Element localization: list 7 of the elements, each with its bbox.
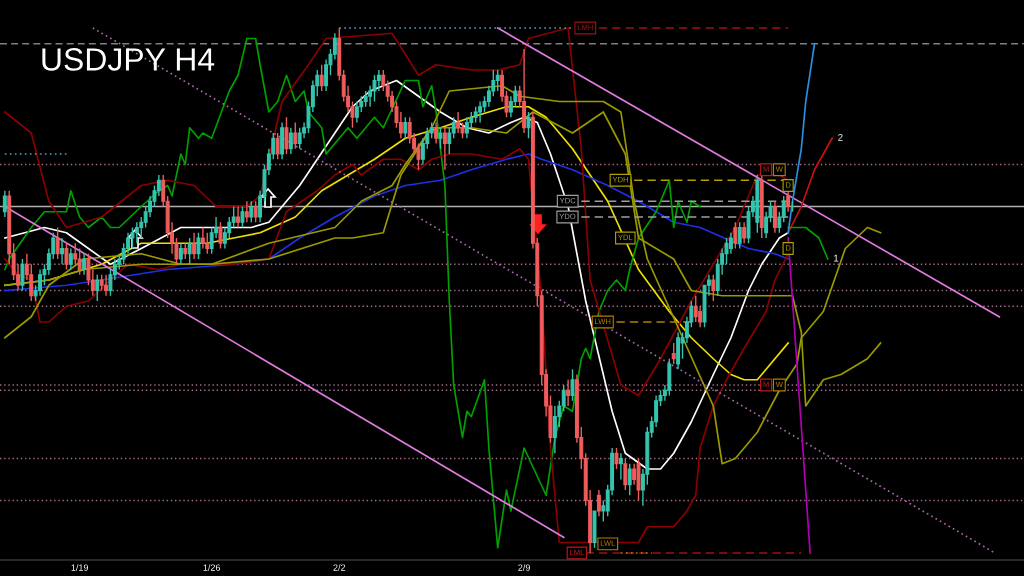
x-tick-label: 1/26: [203, 564, 221, 571]
x-tick-label: 2/2: [333, 564, 346, 571]
series-label: 2: [838, 133, 843, 141]
x-tick-label: 2/9: [518, 564, 530, 571]
chart-title: USDJPY H4: [42, 48, 215, 71]
series-label: 1: [834, 254, 839, 262]
x-tick-label: 1/19: [71, 564, 89, 571]
